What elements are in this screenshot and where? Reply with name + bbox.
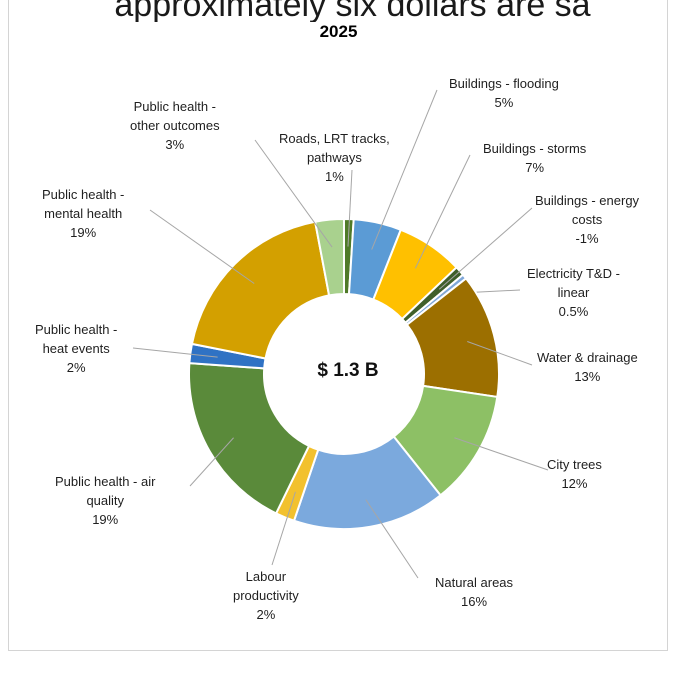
chart-frame	[8, 0, 668, 651]
donut-center-total: $ 1.3 B	[317, 360, 379, 381]
label-air-quality: Public health - air quality 19%	[55, 474, 156, 527]
label-buildings-storms: Buildings - storms 7%	[483, 141, 587, 175]
cropped-caption-text: approximately six dollars are sa	[114, 0, 591, 22]
chart-title: 2025	[319, 22, 358, 41]
label-labour: Labour productivity 2%	[233, 569, 299, 622]
slice-other-outcomes	[313, 217, 345, 297]
label-mental-health: Public health - mental health 19%	[42, 187, 125, 240]
leader-line-heat-events	[132, 347, 218, 358]
leader-line-city-trees	[454, 437, 549, 471]
slice-mental-health	[190, 220, 331, 360]
leader-line-natural-areas	[365, 499, 419, 579]
label-electricity: Electricity T&D - linear 0.5%	[527, 266, 620, 319]
label-other-outcomes: Public health - other outcomes 3%	[130, 99, 220, 152]
label-city-trees: City trees 12%	[547, 457, 602, 491]
leader-line-buildings-flooding	[371, 89, 438, 250]
label-heat-events: Public health - heat events 2%	[35, 322, 118, 375]
label-buildings-flooding: Buildings - flooding 5%	[449, 76, 559, 110]
leader-line-mental-health	[149, 209, 255, 284]
leader-line-roads	[347, 169, 353, 247]
leader-line-other-outcomes	[254, 139, 333, 248]
label-roads: Roads, LRT tracks, pathways 1%	[279, 131, 390, 184]
leader-line-labour-productivity	[271, 491, 296, 566]
leader-line-buildings-energy	[438, 207, 533, 290]
leader-line-buildings-storms	[414, 154, 471, 269]
label-water: Water & drainage 13%	[537, 350, 638, 384]
leader-line-air-quality	[189, 437, 234, 487]
label-buildings-energy: Buildings - energy costs -1%	[535, 193, 640, 246]
leader-line-water-drainage	[467, 341, 533, 366]
slice-air-quality	[188, 362, 311, 515]
label-natural-areas: Natural areas 16%	[435, 575, 514, 609]
